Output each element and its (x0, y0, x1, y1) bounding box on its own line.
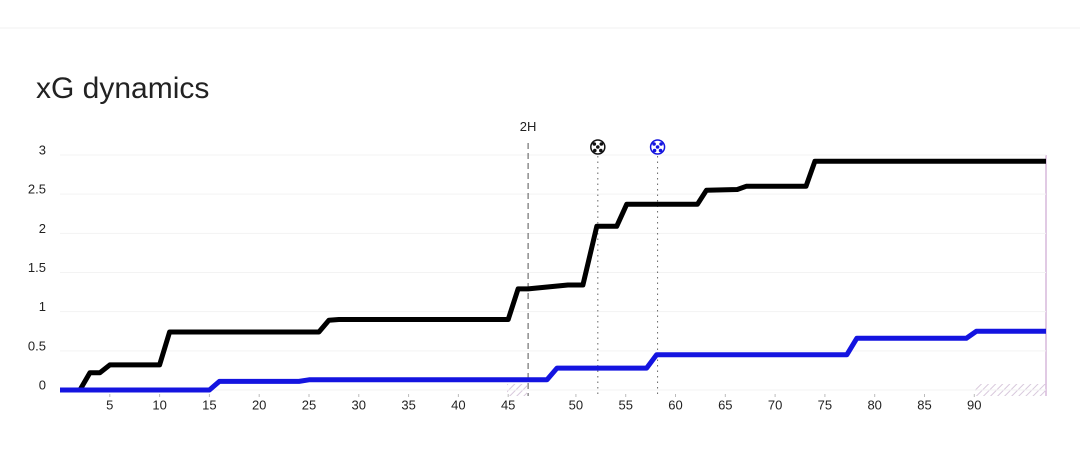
x-tick-label: 65 (718, 397, 732, 412)
goal-icon-dot (593, 148, 597, 153)
x-tick-label: 55 (618, 397, 632, 412)
y-tick-label: 1.5 (28, 260, 46, 275)
goal-icon-dot (599, 148, 603, 153)
x-tick-label: 30 (352, 397, 366, 412)
x-tick-label: 20 (252, 397, 266, 412)
goal-icon-dot (596, 145, 600, 149)
x-tick-label: 80 (867, 397, 881, 412)
x-tick-label: 40 (451, 397, 465, 412)
y-tick-label: 3 (39, 142, 46, 157)
half-label: 2H (520, 119, 537, 134)
goal-icon-dot (655, 145, 660, 149)
goal-icon-dot (658, 148, 663, 153)
x-tick-label: 85 (917, 397, 931, 412)
chart-title: xG dynamics (36, 72, 209, 105)
xg-line (60, 158, 1046, 393)
y-tick-label: 2.5 (28, 182, 46, 197)
x-tick-label: 35 (401, 397, 415, 412)
x-tick-label: 10 (152, 397, 166, 412)
goal-icon-dot (652, 142, 656, 146)
x-tick-label: 50 (569, 397, 583, 412)
x-tick-label: 45 (501, 397, 515, 412)
x-tick-label: 70 (768, 397, 782, 412)
x-tick-label: 15 (202, 397, 216, 412)
xg-line (60, 328, 1046, 393)
x-tick-label: 90 (967, 397, 981, 412)
x-tick-label: 5 (106, 397, 113, 412)
y-tick-label: 1 (39, 299, 46, 314)
goal-icon-dot (592, 142, 597, 146)
y-tick-label: 0 (39, 377, 46, 392)
goal-icon-dot (652, 148, 657, 153)
x-tick-label: 75 (818, 397, 832, 412)
y-tick-label: 2 (39, 221, 46, 236)
x-tick-label: 60 (668, 397, 682, 412)
goal-icon-dot (599, 142, 604, 146)
y-tick-label: 0.5 (28, 338, 46, 353)
goal-icon-dot (659, 142, 663, 146)
x-tick-label: 25 (302, 397, 316, 412)
